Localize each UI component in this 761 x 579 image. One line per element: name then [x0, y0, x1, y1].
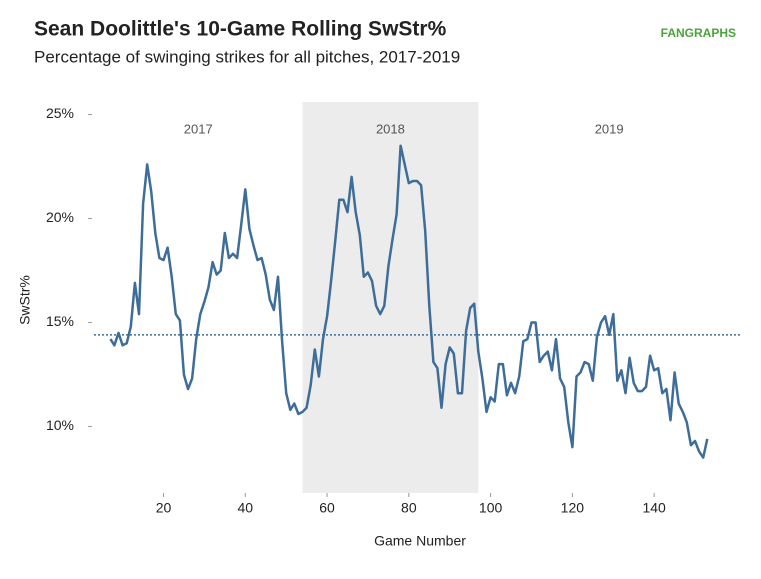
- series-line: [109, 144, 709, 459]
- y-axis-label: SwStr%: [17, 275, 33, 325]
- x-tick-label: 20: [156, 500, 172, 516]
- x-axis-label: Game Number: [374, 533, 466, 549]
- y-tick-label: 10%: [46, 417, 74, 433]
- chart-title: Sean Doolittle's 10-Game Rolling SwStr%: [34, 18, 447, 41]
- chart-subtitle: Percentage of swinging strikes for all p…: [34, 47, 460, 66]
- y-tick-label: 20%: [46, 209, 74, 225]
- x-tick-label: 100: [479, 500, 503, 516]
- x-tick-label: 60: [319, 500, 335, 516]
- year-label: 2019: [595, 121, 624, 136]
- y-tick-label: 25%: [46, 105, 74, 121]
- x-tick-label: 40: [237, 500, 253, 516]
- y-tick-label: 15%: [46, 313, 74, 329]
- x-tick-label: 140: [642, 500, 666, 516]
- x-tick-label: 80: [401, 500, 417, 516]
- year-region: [302, 102, 479, 493]
- year-label: 2017: [184, 121, 213, 136]
- x-tick-label: 120: [561, 500, 585, 516]
- logo: FANGRAPHS: [661, 26, 736, 40]
- year-label: 2018: [376, 121, 405, 136]
